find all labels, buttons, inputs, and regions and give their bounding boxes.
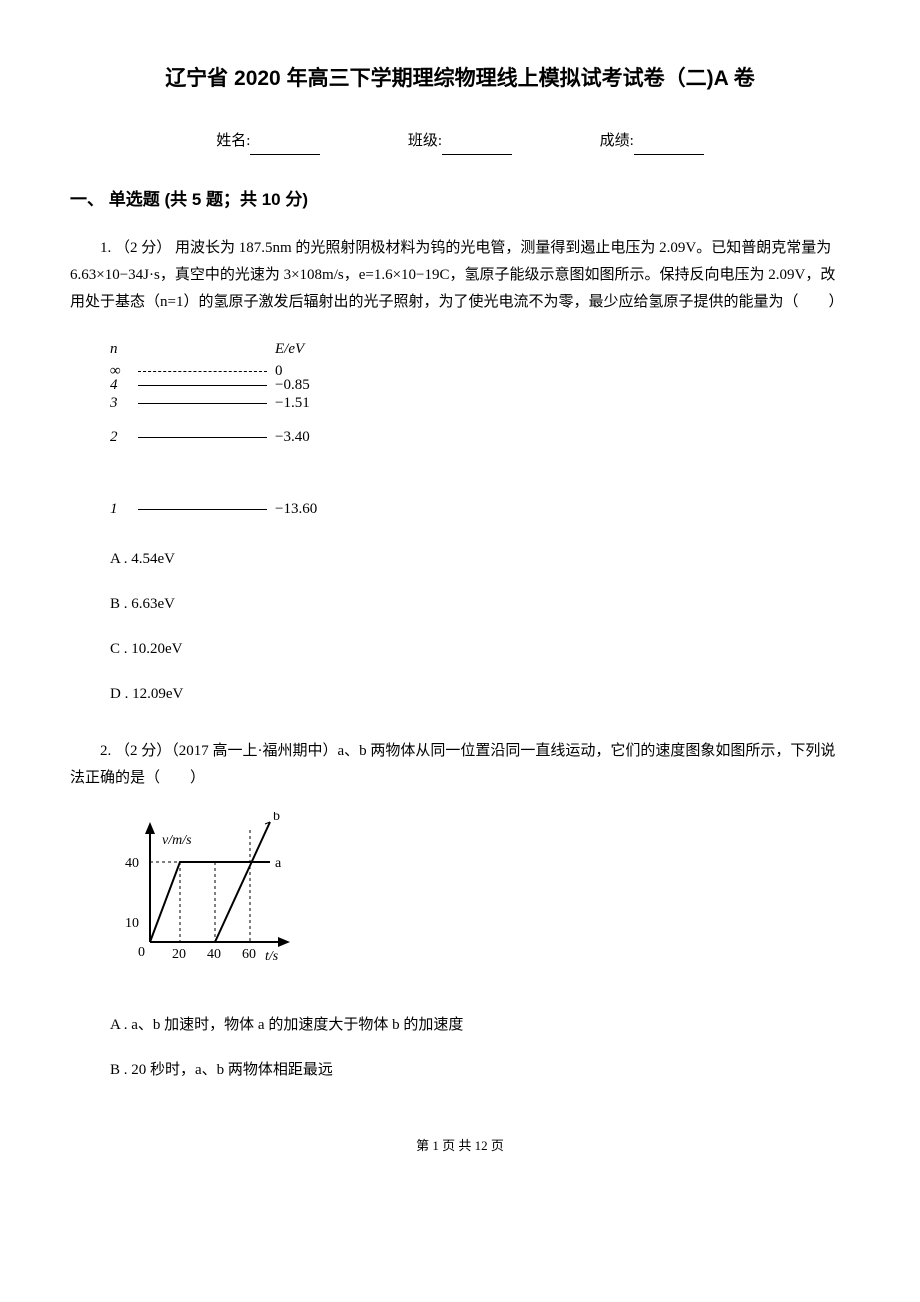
q1-option-d: D . 12.09eV [110,681,850,708]
velocity-time-chart: v/m/s t/s 0 40 10 20 40 60 a b [110,812,850,982]
svg-text:t/s: t/s [265,949,279,964]
svg-text:10: 10 [125,916,139,931]
question-1-options: A . 4.54eV B . 6.63eV C . 10.20eV D . 12… [110,546,850,708]
svg-text:b: b [273,812,280,824]
class-blank [442,139,512,155]
energy-level-n: 2 [110,424,130,451]
q1-option-a: A . 4.54eV [110,546,850,573]
question-1-text: 1. （2 分） 用波长为 187.5nm 的光照射阴极材料为钨的光电管，测量得… [70,235,850,316]
svg-text:40: 40 [207,947,221,962]
student-info-row: 姓名: 班级: 成绩: [70,128,850,155]
page-footer: 第 1 页 共 12 页 [70,1134,850,1157]
class-label: 班级: [408,128,442,155]
svg-text:60: 60 [242,947,256,962]
q1-option-c: C . 10.20eV [110,636,850,663]
q2-option-a: A . a、b 加速时，物体 a 的加速度大于物体 b 的加速度 [110,1012,850,1039]
svg-text:v/m/s: v/m/s [162,833,192,848]
energy-level-line [138,385,267,386]
question-2-options: A . a、b 加速时，物体 a 的加速度大于物体 b 的加速度 B . 20 … [110,1012,850,1084]
name-blank [250,139,320,155]
section-1-title: 一、 单选题 (共 5 题；共 10 分) [70,185,850,216]
q1-option-b: B . 6.63eV [110,591,850,618]
svg-text:a: a [275,856,282,871]
score-blank [634,139,704,155]
energy-level-row: 2 −3.40 [110,424,330,451]
energy-level-line [138,509,267,510]
name-label: 姓名: [216,128,250,155]
energy-level-line [138,403,267,404]
score-label: 成绩: [600,128,634,155]
energy-level-row: 3 −1.51 [110,390,330,417]
energy-level-row: 1 −13.60 [110,496,330,523]
svg-text:40: 40 [125,856,139,871]
energy-level-n: 1 [110,496,130,523]
q2-option-b: B . 20 秒时，a、b 两物体相距最远 [110,1057,850,1084]
energy-level-diagram: n E/eV ∞04−0.853−1.512−3.401−13.60 [110,336,330,516]
page-title: 辽宁省 2020 年高三下学期理综物理线上模拟试考试卷（二)A 卷 [70,60,850,98]
energy-level-value: −13.60 [275,496,330,523]
question-2-text: 2. （2 分）（2017 高一上·福州期中）a、b 两物体从同一位置沿同一直线… [70,738,850,792]
energy-level-value: −1.51 [275,390,330,417]
energy-level-line [138,437,267,438]
energy-level-value: −3.40 [275,424,330,451]
svg-text:0: 0 [138,945,145,960]
energy-level-n: 3 [110,390,130,417]
svg-text:20: 20 [172,947,186,962]
